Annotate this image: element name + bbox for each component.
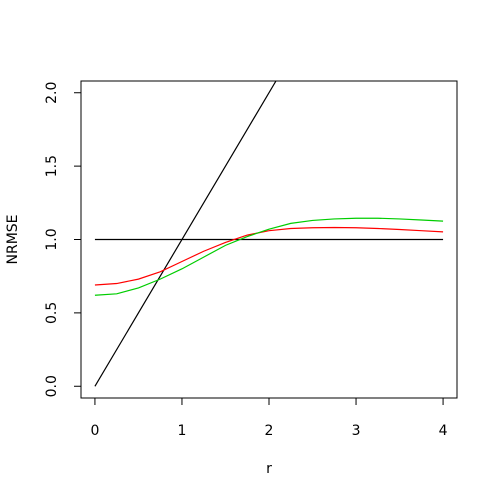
x-tick-label: 0 bbox=[90, 423, 99, 439]
x-axis-label: r bbox=[266, 461, 272, 477]
x-tick-label: 2 bbox=[265, 423, 274, 439]
series-line-4 bbox=[94, 217, 444, 296]
series-layer bbox=[94, 81, 444, 387]
y-axis-label: NRMSE bbox=[5, 214, 21, 264]
y-tick-label: 1.0 bbox=[44, 228, 60, 250]
series-line-1 bbox=[94, 81, 277, 387]
y-tick-label: 0.0 bbox=[44, 375, 60, 397]
x-axis: 0 1 2 3 4 bbox=[90, 397, 448, 439]
y-tick-label: 0.5 bbox=[44, 302, 60, 324]
y-axis: 0.0 0.5 1.0 1.5 2.0 bbox=[44, 82, 82, 397]
x-tick-label: 1 bbox=[178, 423, 187, 439]
x-tick-label: 3 bbox=[352, 423, 361, 439]
y-tick-label: 1.5 bbox=[44, 155, 60, 177]
x-tick-label: 4 bbox=[439, 423, 448, 439]
y-tick-label: 2.0 bbox=[44, 82, 60, 104]
series-line-3 bbox=[94, 226, 444, 286]
